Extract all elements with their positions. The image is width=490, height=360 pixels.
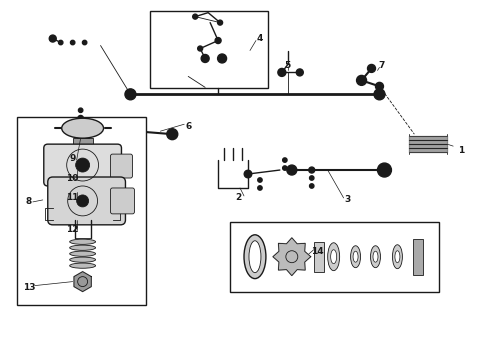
- Circle shape: [357, 75, 367, 85]
- FancyBboxPatch shape: [48, 177, 125, 225]
- Text: 9: 9: [70, 154, 76, 163]
- Circle shape: [167, 129, 178, 140]
- Bar: [17, 117, 147, 305]
- Ellipse shape: [370, 246, 380, 268]
- Ellipse shape: [70, 257, 96, 262]
- Text: 7: 7: [378, 61, 385, 70]
- Ellipse shape: [70, 263, 96, 268]
- FancyBboxPatch shape: [111, 154, 132, 178]
- Ellipse shape: [244, 235, 266, 279]
- Ellipse shape: [395, 251, 400, 263]
- Circle shape: [193, 14, 197, 19]
- Circle shape: [218, 20, 222, 25]
- Circle shape: [125, 89, 136, 100]
- Text: 1: 1: [458, 145, 465, 154]
- Circle shape: [374, 89, 385, 100]
- Bar: [76, 128, 89, 138]
- FancyBboxPatch shape: [111, 188, 134, 214]
- Ellipse shape: [70, 245, 96, 250]
- Circle shape: [215, 37, 221, 44]
- Bar: [150, 11, 268, 88]
- Circle shape: [310, 184, 314, 188]
- Circle shape: [283, 166, 287, 170]
- Circle shape: [49, 35, 56, 42]
- Bar: [414, 239, 423, 275]
- Ellipse shape: [331, 250, 337, 264]
- Text: 6: 6: [185, 122, 191, 131]
- Ellipse shape: [249, 241, 261, 273]
- Text: 3: 3: [344, 195, 351, 204]
- Circle shape: [309, 167, 315, 173]
- Ellipse shape: [350, 246, 361, 268]
- FancyBboxPatch shape: [44, 144, 122, 186]
- Text: 12: 12: [67, 225, 79, 234]
- Text: 10: 10: [67, 174, 79, 183]
- Circle shape: [197, 46, 203, 51]
- Circle shape: [258, 186, 262, 190]
- Text: 14: 14: [312, 247, 324, 256]
- Circle shape: [377, 163, 392, 177]
- Text: 2: 2: [235, 193, 241, 202]
- Ellipse shape: [62, 118, 103, 138]
- Polygon shape: [74, 272, 91, 292]
- Bar: [314, 242, 324, 272]
- Ellipse shape: [373, 251, 378, 262]
- Circle shape: [71, 40, 75, 45]
- Circle shape: [82, 40, 87, 45]
- Circle shape: [218, 54, 226, 63]
- Ellipse shape: [70, 239, 96, 244]
- Circle shape: [278, 68, 286, 76]
- Circle shape: [76, 195, 89, 207]
- Circle shape: [258, 178, 262, 182]
- Circle shape: [310, 176, 314, 180]
- Circle shape: [78, 108, 83, 112]
- Polygon shape: [273, 238, 311, 276]
- Text: 4: 4: [257, 34, 263, 43]
- Ellipse shape: [70, 251, 96, 256]
- Circle shape: [375, 82, 384, 90]
- Circle shape: [244, 170, 252, 178]
- Circle shape: [287, 165, 297, 175]
- Text: 8: 8: [25, 197, 32, 206]
- Circle shape: [201, 54, 209, 62]
- Ellipse shape: [353, 251, 358, 262]
- Ellipse shape: [328, 243, 340, 271]
- Text: 11: 11: [67, 193, 79, 202]
- Circle shape: [283, 158, 287, 162]
- Bar: [73, 138, 93, 148]
- Ellipse shape: [392, 245, 402, 269]
- Circle shape: [75, 158, 90, 172]
- Circle shape: [368, 64, 375, 72]
- Circle shape: [296, 69, 303, 76]
- Text: 5: 5: [285, 61, 291, 70]
- Circle shape: [93, 123, 104, 134]
- Text: 13: 13: [23, 283, 35, 292]
- Bar: [230, 222, 439, 292]
- Circle shape: [78, 116, 83, 121]
- Circle shape: [58, 40, 63, 45]
